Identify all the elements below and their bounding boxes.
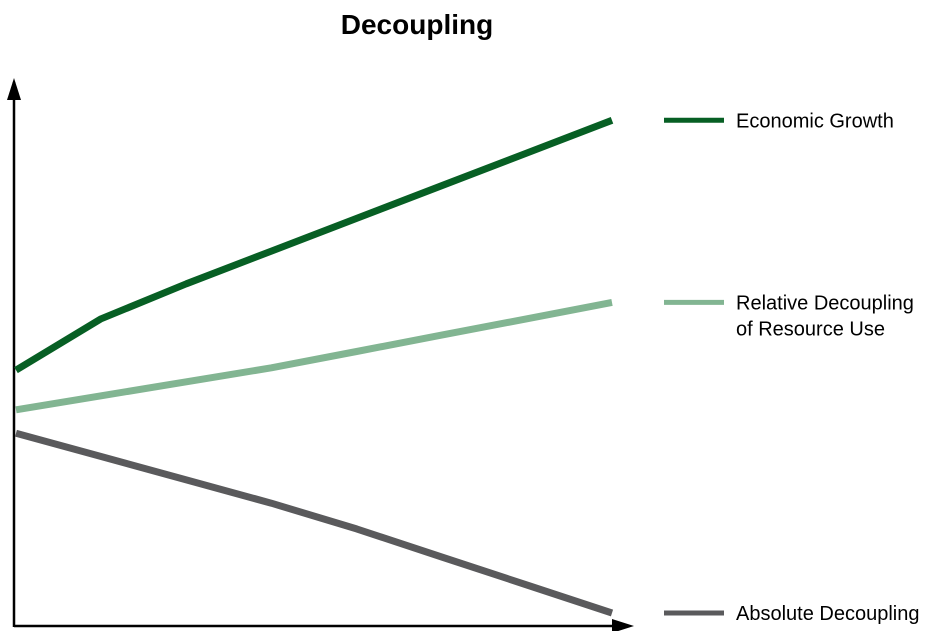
legend-item-1: Economic Growth: [664, 110, 894, 132]
legend-label-2: Relative Decoupling of Resource Use: [736, 292, 914, 340]
x-axis-arrow: [612, 619, 634, 631]
legend-item-2: Relative Decoupling of Resource Use: [664, 292, 914, 340]
series-line-3: [15, 429, 614, 617]
legend: Economic Growth Relative Decoupling of Res…: [664, 110, 919, 631]
series-line-2: [15, 298, 613, 414]
chart-title: Decoupling: [340, 9, 494, 40]
series-line-1: [14, 117, 614, 374]
series-layer: [14, 117, 614, 617]
y-axis-arrow: [7, 78, 21, 100]
axes: [7, 78, 634, 631]
legend-label-1: Economic Growth: [736, 110, 894, 132]
